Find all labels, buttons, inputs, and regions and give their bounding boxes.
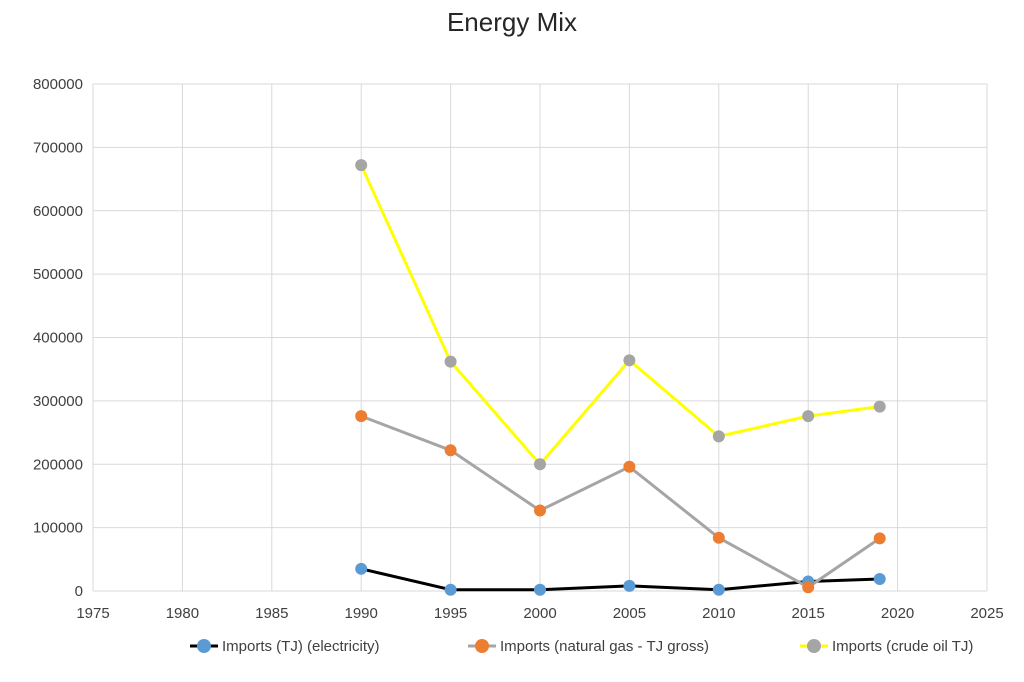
data-point-series-3 bbox=[802, 410, 815, 423]
legend-label-2: Imports (natural gas - TJ gross) bbox=[500, 638, 709, 655]
chart-title: Energy Mix bbox=[447, 7, 577, 37]
y-tick-label: 600000 bbox=[33, 203, 83, 220]
y-tick-labels: 0 100000 200000 300000 400000 500000 600000 700… bbox=[33, 76, 83, 600]
data-point-series-1 bbox=[623, 579, 636, 592]
data-point-series-1 bbox=[534, 583, 546, 596]
x-tick-label: 1995 bbox=[434, 605, 467, 622]
gridlines bbox=[92, 83, 988, 592]
data-point-series-1 bbox=[712, 583, 725, 596]
y-tick-label: 300000 bbox=[33, 393, 83, 410]
y-tick-label: 800000 bbox=[33, 76, 83, 93]
x-tick-label: 2005 bbox=[613, 605, 646, 622]
legend-label-3: Imports (crude oil TJ) bbox=[832, 638, 973, 655]
series-line-1 bbox=[359, 567, 882, 592]
data-point-series-2 bbox=[444, 444, 457, 457]
data-point-series-1 bbox=[444, 583, 457, 596]
data-point-series-2 bbox=[712, 531, 725, 544]
data-point-series-3 bbox=[355, 159, 368, 172]
x-tick-label: 2000 bbox=[523, 605, 556, 622]
data-point-series-3 bbox=[873, 400, 886, 413]
data-point-series-3 bbox=[712, 430, 725, 443]
data-point-series-2 bbox=[355, 410, 368, 423]
x-tick-label: 1980 bbox=[166, 605, 199, 622]
legend-marker-3 bbox=[807, 639, 821, 653]
x-tick-label: 1985 bbox=[255, 605, 288, 622]
legend-label-1: Imports (TJ) (electricity) bbox=[222, 638, 380, 655]
y-tick-label: 400000 bbox=[33, 330, 83, 347]
series-markers bbox=[355, 159, 886, 596]
series-lines bbox=[359, 163, 882, 592]
series-line-3 bbox=[359, 163, 882, 466]
data-point-series-2 bbox=[534, 504, 546, 517]
legend: Imports (TJ) (electricity) Imports (natur… bbox=[190, 638, 973, 655]
x-tick-label: 2020 bbox=[881, 605, 914, 622]
x-tick-labels: 1975 1980 1985 1990 1995 2000 2005 2010 2015 2020… bbox=[76, 605, 1003, 622]
data-point-series-2 bbox=[802, 581, 815, 594]
series-line-2 bbox=[359, 414, 882, 589]
x-tick-label: 1990 bbox=[345, 605, 378, 622]
legend-marker-2 bbox=[475, 639, 489, 653]
legend-marker-1 bbox=[197, 639, 211, 653]
data-point-series-1 bbox=[355, 562, 368, 575]
data-point-series-3 bbox=[444, 355, 457, 368]
x-tick-label: 2025 bbox=[970, 605, 1003, 622]
y-tick-label: 200000 bbox=[33, 456, 83, 473]
y-tick-label: 700000 bbox=[33, 139, 83, 156]
data-point-series-1 bbox=[873, 572, 886, 585]
data-point-series-2 bbox=[623, 460, 636, 473]
data-point-series-3 bbox=[534, 458, 546, 471]
x-tick-label: 1975 bbox=[76, 605, 109, 622]
x-tick-label: 2010 bbox=[702, 605, 735, 622]
data-point-series-2 bbox=[873, 532, 886, 545]
y-tick-label: 100000 bbox=[33, 520, 83, 537]
y-tick-label: 500000 bbox=[33, 266, 83, 283]
x-tick-label: 2015 bbox=[792, 605, 825, 622]
data-point-series-3 bbox=[623, 354, 636, 367]
y-tick-label: 0 bbox=[75, 583, 83, 600]
